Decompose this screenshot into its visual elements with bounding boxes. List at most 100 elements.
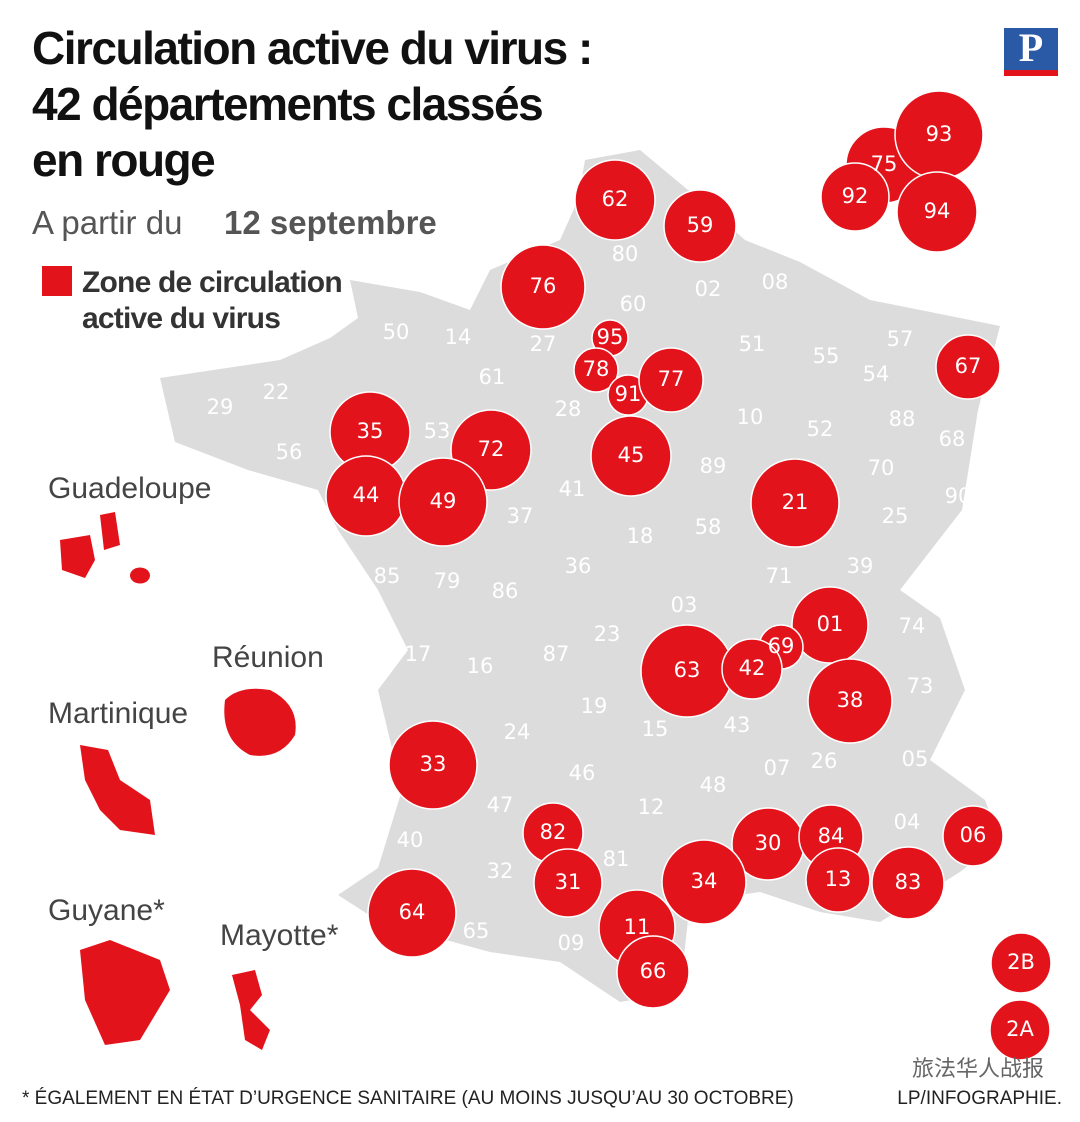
department-label: 17 bbox=[405, 642, 432, 666]
territory-label: Mayotte* bbox=[220, 919, 339, 952]
department-label: 85 bbox=[374, 564, 401, 588]
department-label: 88 bbox=[889, 407, 916, 431]
department-label: 66 bbox=[640, 959, 667, 983]
footnote: * ÉGALEMENT EN ÉTAT D’URGENCE SANITAIRE … bbox=[22, 1088, 794, 1109]
department-label: 28 bbox=[555, 397, 582, 421]
department-label: 48 bbox=[700, 773, 727, 797]
department-label: 08 bbox=[762, 270, 789, 294]
department-label: 10 bbox=[737, 405, 764, 429]
department-label: 05 bbox=[902, 747, 929, 771]
territory-label: Guyane* bbox=[48, 894, 165, 927]
department-label: 71 bbox=[766, 564, 793, 588]
department-label: 06 bbox=[960, 823, 987, 847]
department-label: 14 bbox=[445, 325, 472, 349]
department-label: 84 bbox=[818, 824, 845, 848]
department-label: 72 bbox=[478, 437, 505, 461]
department-label: 34 bbox=[691, 869, 718, 893]
department-label: 12 bbox=[638, 795, 665, 819]
department-area bbox=[820, 162, 890, 232]
department-label: 79 bbox=[434, 569, 461, 593]
title-line: Circulation active du virus : bbox=[32, 22, 592, 74]
department-label: 54 bbox=[863, 362, 890, 386]
territory-shape bbox=[80, 940, 170, 1045]
department-label: 61 bbox=[479, 365, 506, 389]
department-label: 82 bbox=[540, 820, 567, 844]
department-area bbox=[942, 805, 1004, 867]
department-label: 41 bbox=[559, 477, 586, 501]
department-label: 11 bbox=[624, 915, 651, 939]
department-label: 95 bbox=[597, 325, 624, 349]
department-label: 69 bbox=[768, 634, 795, 658]
department-area bbox=[590, 415, 672, 497]
department-label: 57 bbox=[887, 327, 914, 351]
department-label: 04 bbox=[894, 810, 921, 834]
legend-swatch bbox=[42, 266, 72, 296]
department-area bbox=[663, 189, 737, 263]
department-label: 26 bbox=[811, 749, 838, 773]
department-area bbox=[871, 846, 945, 920]
department-label: 59 bbox=[687, 213, 714, 237]
department-label: 58 bbox=[695, 515, 722, 539]
department-label: 02 bbox=[695, 277, 722, 301]
department-label: 52 bbox=[807, 417, 834, 441]
credit: LP/INFOGRAPHIE. bbox=[897, 1088, 1062, 1109]
department-label: 56 bbox=[276, 440, 303, 464]
department-label: 50 bbox=[383, 320, 410, 344]
department-area bbox=[807, 658, 893, 744]
department-area bbox=[616, 935, 690, 1009]
department-label: 73 bbox=[907, 674, 934, 698]
department-label: 49 bbox=[430, 489, 457, 513]
department-label: 35 bbox=[357, 419, 384, 443]
department-area bbox=[721, 638, 783, 700]
department-area bbox=[989, 999, 1051, 1061]
logo-stripe bbox=[1004, 70, 1058, 76]
department-area bbox=[500, 244, 586, 330]
logo: P bbox=[1019, 25, 1043, 70]
department-label: 13 bbox=[825, 867, 852, 891]
department-label: 44 bbox=[353, 483, 380, 507]
department-area bbox=[990, 932, 1052, 994]
department-area bbox=[398, 457, 488, 547]
title-line: en rouge bbox=[32, 134, 215, 186]
department-label: 67 bbox=[955, 354, 982, 378]
department-label: 40 bbox=[397, 828, 424, 852]
department-label: 60 bbox=[620, 292, 647, 316]
department-label: 19 bbox=[581, 694, 608, 718]
department-label: 30 bbox=[755, 831, 782, 855]
territory-label: Réunion bbox=[212, 641, 324, 674]
department-label: 90 bbox=[945, 484, 972, 508]
department-label: 91 bbox=[615, 382, 642, 406]
territory-label: Martinique bbox=[48, 697, 188, 730]
department-label: 77 bbox=[658, 367, 685, 391]
department-label: 64 bbox=[399, 900, 426, 924]
department-label: 68 bbox=[939, 427, 966, 451]
department-label: 63 bbox=[674, 658, 701, 682]
department-label: 29 bbox=[207, 395, 234, 419]
department-label: 01 bbox=[817, 612, 844, 636]
department-label: 43 bbox=[724, 713, 751, 737]
department-area bbox=[533, 848, 603, 918]
department-area bbox=[935, 334, 1001, 400]
department-label: 32 bbox=[487, 859, 514, 883]
department-label: 89 bbox=[700, 454, 727, 478]
department-label: 74 bbox=[899, 614, 926, 638]
department-label: 31 bbox=[555, 870, 582, 894]
department-label: 51 bbox=[739, 332, 766, 356]
department-label: 92 bbox=[842, 184, 869, 208]
department-area bbox=[750, 458, 840, 548]
department-label: 23 bbox=[594, 622, 621, 646]
department-area bbox=[805, 847, 871, 913]
department-area bbox=[574, 159, 656, 241]
department-label: 25 bbox=[882, 504, 909, 528]
legend-label: active du virus bbox=[82, 302, 280, 335]
department-label: 33 bbox=[420, 752, 447, 776]
department-label: 18 bbox=[627, 524, 654, 548]
title-line: 42 départements classés bbox=[32, 78, 542, 130]
department-label: 27 bbox=[530, 332, 557, 356]
department-label: 03 bbox=[671, 593, 698, 617]
watermark: 旅法华人战报 bbox=[912, 1056, 1044, 1081]
legend-label: Zone de circulation bbox=[82, 266, 342, 299]
